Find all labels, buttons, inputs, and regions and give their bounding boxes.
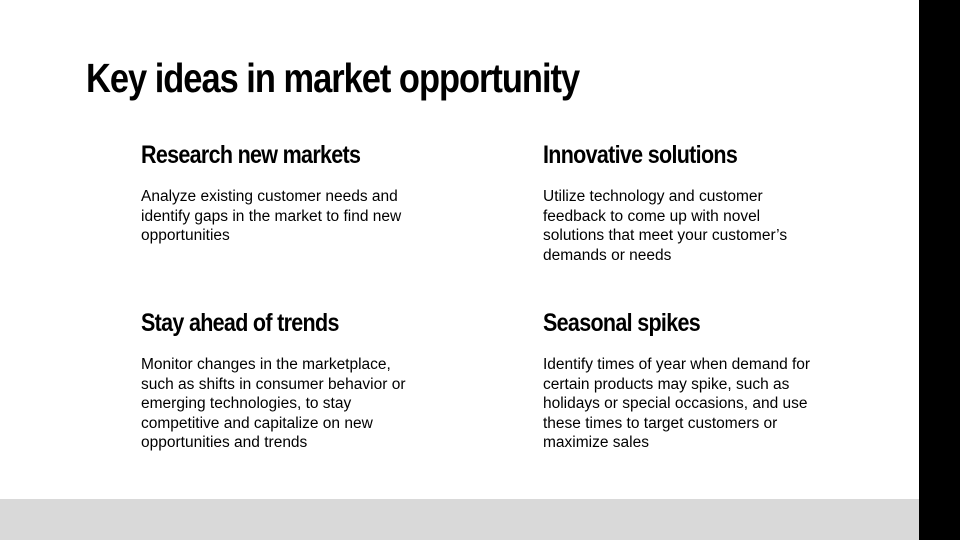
card-stay-ahead-of-trends: Stay ahead of trends Monitor changes in … — [141, 307, 431, 453]
card-research-new-markets: Research new markets Analyze existing cu… — [141, 139, 431, 246]
card-innovative-solutions: Innovative solutions Utilize technology … — [543, 139, 833, 265]
right-edge-bar — [919, 0, 960, 540]
card-seasonal-spikes: Seasonal spikes Identify times of year w… — [543, 307, 833, 453]
slide-title: Key ideas in market opportunity — [86, 55, 580, 101]
card-body: Utilize technology and customer feedback… — [543, 188, 788, 264]
card-body: Identify times of year when demand for c… — [543, 356, 811, 451]
slide: Key ideas in market opportunity Research… — [86, 55, 833, 453]
card-heading: Seasonal spikes — [543, 309, 701, 337]
card-body: Monitor changes in the marketplace, such… — [141, 356, 406, 451]
bottom-edge-bar — [0, 499, 919, 540]
card-body: Analyze existing customer needs and iden… — [141, 188, 402, 244]
card-heading: Innovative solutions — [543, 141, 738, 169]
card-heading: Stay ahead of trends — [141, 309, 339, 337]
card-heading: Research new markets — [141, 141, 361, 169]
